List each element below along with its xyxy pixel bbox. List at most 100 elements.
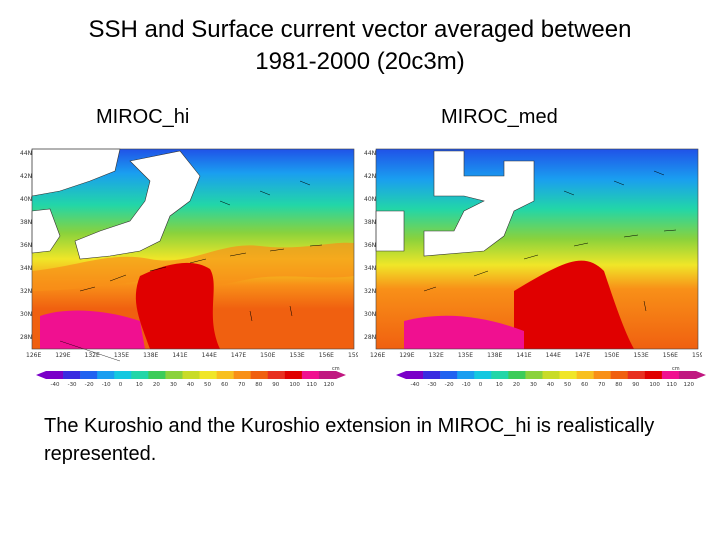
- colorbar-tick-label: 20: [153, 382, 160, 388]
- colorbar-swatch: [644, 371, 663, 379]
- lon-tick-label: 135E: [114, 352, 129, 359]
- colorbar-tick-label: 60: [581, 382, 588, 388]
- ssh-map-miroc-hi: 44N 42N 40N 38N 36N 34N 32N 30N 28N 126E 129E 132E…: [20, 141, 358, 371]
- colorbar-tick-label: 110: [666, 382, 677, 388]
- colorbar-tick-label: -30: [68, 382, 77, 388]
- colorbar-swatch: [610, 371, 629, 379]
- colorbar-tick-label: 50: [564, 382, 571, 388]
- colorbar-swatch: [97, 371, 115, 379]
- lon-tick-label: 150E: [260, 352, 275, 359]
- colorbar-swatch: [46, 371, 64, 379]
- colorbar-swatch: [182, 371, 200, 379]
- colorbar-swatch: [284, 371, 303, 379]
- colorbar-swatch: [508, 371, 526, 379]
- land-japan: [423, 150, 535, 257]
- colorbar-swatch: [627, 371, 646, 379]
- current-vectors: [423, 170, 677, 312]
- colorbar-tick-label: 30: [170, 382, 177, 388]
- map-border: [31, 148, 355, 350]
- map-border: [375, 148, 699, 350]
- colorbar-swatch: [576, 371, 594, 379]
- ssh-map-miroc-med: 44N 42N 40N 38N 36N 34N 32N 30N 28N 126E 129E 132E…: [364, 141, 702, 371]
- colorbar-swatch: [216, 371, 234, 379]
- lon-tick-label: 132E: [429, 352, 444, 359]
- lon-tick-label: 153E: [633, 352, 648, 359]
- colorbar-arrow-low: [396, 371, 406, 379]
- colorbar-tick-label: 40: [187, 382, 194, 388]
- lon-tick-label: 129E: [399, 352, 414, 359]
- colorbar-tick-label: 0: [479, 382, 483, 388]
- colorbar-tick-label: 70: [238, 382, 245, 388]
- colorbar-ticks: -40 -30 -20 -10 0 10 20 30 40 50 60 70 80 90 100 110 120: [411, 382, 695, 388]
- lon-tick-label: 144E: [202, 352, 217, 359]
- lon-tick-label: 129E: [55, 352, 70, 359]
- lon-tick-label: 156E: [319, 352, 334, 359]
- colorbar-tick-label: -10: [462, 382, 471, 388]
- lon-axis: 126E 129E 132E 135E 138E 141E 144E 147E 150E 153E…: [370, 352, 702, 359]
- colorbar-tick-label: -10: [102, 382, 111, 388]
- colorbar-swatch: [661, 371, 680, 379]
- colorbar-tick-label: -20: [85, 382, 94, 388]
- colorbar-miroc-med-figure: -40 -30 -20 -10 0 10 20 30 40 50 60 70 80 90 100 110 120…: [396, 366, 706, 388]
- colorbar-swatch: [593, 371, 612, 379]
- lat-axis: 44N 42N 40N 38N 36N 34N 32N 30N 28N: [20, 150, 32, 341]
- colorbar-swatch: [114, 371, 132, 379]
- colorbar-swatch: [250, 371, 269, 379]
- colorbar-miroc-med: -40 -30 -20 -10 0 10 20 30 40 50 60 70 80 90 100 110 120…: [392, 366, 710, 388]
- colorbar-tick-label: 110: [306, 382, 317, 388]
- colorbar-tick-label: 100: [649, 382, 660, 388]
- lat-tick-label: 28N: [20, 334, 32, 341]
- lon-tick-label: 144E: [546, 352, 561, 359]
- colorbar-swatch: [148, 371, 166, 379]
- lon-tick-label: 126E: [26, 352, 41, 359]
- colorbar-tick-label: 70: [598, 382, 605, 388]
- lat-tick-label: 42N: [364, 173, 376, 180]
- colorbar-swatch: [63, 371, 81, 379]
- colorbar-tick-label: 0: [119, 382, 123, 388]
- colorbar-tick-label: 100: [289, 382, 300, 388]
- current-vectors: [79, 180, 323, 322]
- lat-tick-label: 42N: [20, 173, 32, 180]
- colorbar-tick-label: -30: [428, 382, 437, 388]
- colorbar-tick-label: 80: [255, 382, 262, 388]
- lat-tick-label: 44N: [364, 150, 376, 157]
- colorbar-tick-label: 120: [323, 382, 334, 388]
- colorbar-swatch: [474, 371, 492, 379]
- lat-tick-label: 36N: [20, 242, 32, 249]
- colorbar-swatch: [267, 371, 286, 379]
- colorbar-arrow-low: [36, 371, 46, 379]
- lat-tick-label: 28N: [364, 334, 376, 341]
- colorbar-tick-label: -40: [411, 382, 420, 388]
- colorbar-swatch: [491, 371, 509, 379]
- colorbar-swatch: [559, 371, 577, 379]
- lat-tick-label: 32N: [364, 288, 376, 295]
- colorbar-arrow-high: [696, 371, 706, 379]
- lon-tick-label: 153E: [289, 352, 304, 359]
- ssh-map-miroc-hi-figure: 44N 42N 40N 38N 36N 34N 32N 30N 28N 126E 129E 132E…: [20, 148, 358, 362]
- lon-tick-label: 132E: [85, 352, 100, 359]
- lat-tick-label: 38N: [364, 219, 376, 226]
- lon-tick-label: 147E: [575, 352, 590, 359]
- lat-tick-label: 38N: [20, 219, 32, 226]
- lat-axis: 44N 42N 40N 38N 36N 34N 32N 30N 28N: [364, 150, 376, 341]
- colorbar-tick-label: 20: [513, 382, 520, 388]
- colorbar-swatch: [406, 371, 424, 379]
- warm-core: [135, 262, 220, 349]
- colorbar-swatch: [80, 371, 98, 379]
- panel-label-miroc-med: MIROC_med: [441, 106, 558, 128]
- colorbar-arrow-high: [336, 371, 346, 379]
- colorbar-swatch: [318, 371, 337, 379]
- warm-pool: [40, 310, 145, 349]
- title-line-2: 1981-2000 (20c3m): [255, 48, 465, 75]
- lat-tick-label: 40N: [20, 196, 32, 203]
- colorbar-tick-label: 30: [530, 382, 537, 388]
- warm-core: [514, 260, 634, 349]
- lon-tick-label: 138E: [487, 352, 502, 359]
- lon-tick-label: 135E: [458, 352, 473, 359]
- colorbar-swatch: [525, 371, 543, 379]
- lon-tick-label: 126E: [370, 352, 385, 359]
- warm-pool: [404, 315, 524, 349]
- colorbar-swatches: [396, 371, 706, 379]
- colorbar-swatch: [457, 371, 475, 379]
- colorbar-swatches: [36, 371, 346, 379]
